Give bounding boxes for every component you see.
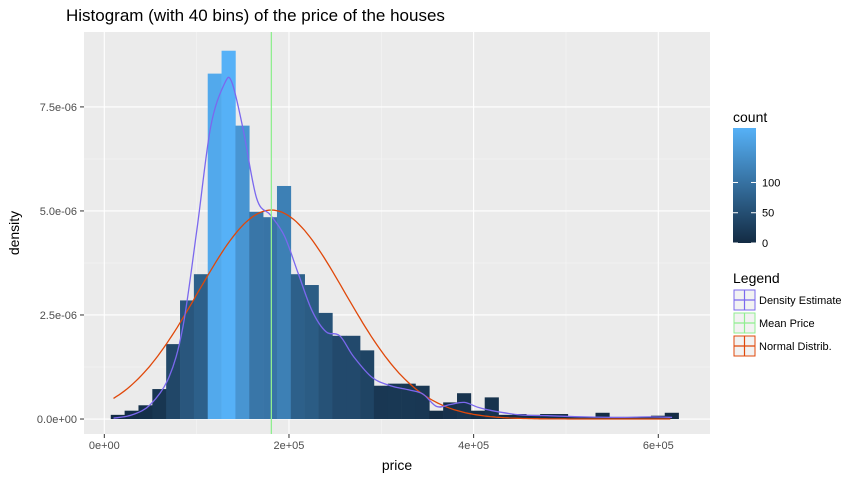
colorbar-title: count — [733, 109, 767, 125]
x-tick-label: 6e+05 — [643, 440, 674, 452]
x-tick-label: 4e+05 — [458, 440, 489, 452]
histogram-bar — [263, 217, 278, 420]
histogram-bar — [457, 393, 472, 420]
histogram-bar — [567, 416, 582, 420]
histogram-bar — [235, 125, 250, 420]
colorbar-tick-label: 100 — [762, 177, 780, 189]
legend-item-label: Mean Price — [759, 318, 815, 330]
x-tick-label: 2e+05 — [274, 440, 305, 452]
histogram-bar — [581, 416, 596, 420]
histogram-bars — [110, 50, 679, 420]
colorbar-tick-label: 50 — [762, 208, 774, 220]
histogram-bar — [152, 389, 167, 420]
histogram-bar — [360, 350, 375, 420]
colorbar-ticks: 0 50 100 — [733, 177, 780, 250]
colorbar-gradient — [733, 128, 756, 243]
histogram-bar — [138, 405, 153, 420]
y-tick-label: 2.5e-06 — [40, 310, 77, 322]
y-tick-label: 7.5e-06 — [40, 102, 77, 114]
y-axis: 0.0e+00 2.5e-06 5.0e-06 7.5e-06 — [37, 102, 84, 426]
histogram-bar — [304, 285, 319, 420]
colorbar-tick-label: 0 — [762, 238, 768, 250]
histogram-bar — [166, 344, 181, 420]
histogram-bar — [429, 410, 444, 420]
histogram-bar — [401, 383, 416, 420]
histogram-bar — [595, 412, 610, 420]
histogram-bar — [290, 274, 305, 420]
histogram-bar — [332, 335, 347, 420]
x-tick-label: 0e+00 — [89, 440, 120, 452]
chart-title: Histogram (with 40 bins) of the price of… — [66, 6, 445, 25]
histogram-bar — [664, 412, 679, 420]
histogram-bar — [498, 414, 513, 420]
histogram-bar — [207, 73, 222, 420]
curves — [113, 32, 673, 434]
y-tick-label: 5.0e-06 — [40, 206, 77, 218]
y-tick-label: 0.0e+00 — [37, 414, 77, 426]
y-axis-label: density — [6, 211, 22, 255]
x-axis: 0e+00 2e+05 4e+05 6e+05 — [89, 434, 674, 452]
histogram-bar — [221, 50, 236, 420]
histogram-bar — [346, 335, 361, 420]
x-axis-label: price — [382, 457, 413, 473]
density-estimate-curve — [113, 76, 673, 419]
histogram-bar — [484, 397, 499, 420]
legend-title: Legend — [733, 270, 780, 286]
histogram-bar — [387, 383, 402, 420]
histogram-bar — [415, 385, 430, 420]
histogram-bar — [180, 300, 195, 420]
histogram-bar — [110, 414, 125, 420]
normal-distribution-curve — [113, 209, 671, 420]
histogram-bar — [373, 385, 389, 420]
histogram-bar — [512, 414, 527, 420]
histogram-bar — [318, 312, 333, 420]
count-colorbar: count 0 50 100 — [733, 109, 780, 250]
legend-item-label: Normal Distrib. — [759, 341, 832, 353]
legend-item-label: Density Estimate — [759, 295, 842, 307]
histogram-bar — [540, 414, 555, 420]
legend: Legend Density Estimate Mean Price Normal … — [733, 270, 842, 357]
histogram-bar — [526, 414, 541, 420]
histogram-bar — [276, 185, 292, 420]
histogram-bar — [249, 211, 264, 420]
histogram-bar — [623, 416, 638, 420]
histogram-bar — [637, 416, 652, 420]
legend-items: Density Estimate Mean Price Normal Distrib… — [733, 289, 842, 357]
histogram-bar — [193, 274, 209, 420]
